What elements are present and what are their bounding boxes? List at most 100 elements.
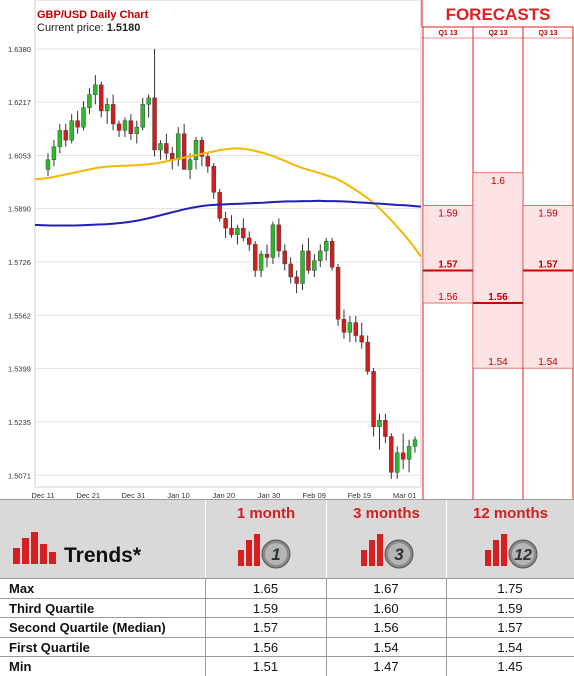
candle-body — [395, 452, 400, 473]
row-label: Third Quartile — [9, 600, 95, 616]
candle-body — [389, 436, 394, 473]
candle-body — [128, 120, 134, 134]
forecast-box: 1.59 1.57 1.56 — [422, 205, 474, 304]
row-value: 1.45 — [497, 659, 523, 675]
candle-body — [146, 97, 151, 105]
candle-body — [223, 218, 228, 229]
price-chart: 1.6380 1.6217 1.6053 1.5890 1.5726 1.5562 1.53… — [0, 0, 574, 500]
horizon-bar-badge-icon: 3 — [361, 534, 414, 569]
candle — [412, 436, 418, 453]
candle — [365, 335, 370, 375]
candle-body — [412, 439, 418, 447]
row-label: Min — [9, 659, 32, 675]
forecast-column-label: Q1 13 — [438, 30, 457, 37]
candle — [57, 123, 63, 154]
row-value: 1.57 — [252, 620, 279, 636]
horizon-bar-badge-icon: 12 — [485, 534, 538, 569]
forecast-low-label: 1.54 — [488, 357, 508, 368]
column-divider — [205, 598, 206, 619]
candle-body — [258, 253, 264, 271]
candle — [252, 241, 258, 277]
candle-body — [383, 420, 388, 437]
candle — [187, 153, 193, 180]
candle — [122, 117, 128, 137]
candle — [164, 133, 169, 160]
candle — [306, 237, 311, 274]
candle-body — [294, 276, 299, 284]
x-tick-label: Jan 10 — [167, 491, 190, 500]
candle — [93, 75, 98, 105]
candle — [282, 244, 287, 271]
candle-body — [371, 371, 376, 427]
candle-body — [288, 263, 293, 278]
candle — [223, 211, 228, 238]
row-value: 1.65 — [252, 581, 279, 596]
y-tick-label: 1.5562 — [8, 311, 31, 320]
candle — [406, 439, 412, 473]
forecast-box: 1.59 1.57 1.54 — [522, 205, 574, 369]
candle-body — [312, 260, 317, 271]
x-tick-label: Jan 30 — [258, 491, 281, 500]
horizon-12-months: 12 months 12 — [446, 500, 574, 578]
short-moving-average-line — [34, 147, 422, 258]
candle-body — [193, 140, 199, 160]
candle-body — [406, 446, 412, 460]
candle-body — [270, 224, 276, 258]
candle-body — [134, 126, 139, 134]
candle — [247, 231, 252, 251]
candle-body — [341, 319, 347, 333]
candle — [116, 120, 122, 137]
row-value: 1.54 — [373, 639, 399, 655]
candle — [199, 136, 205, 167]
trends-bar-icon — [13, 532, 56, 564]
candle — [383, 413, 388, 444]
candle — [371, 368, 376, 437]
candle — [258, 250, 264, 277]
candle — [324, 237, 329, 261]
candle — [75, 110, 80, 134]
row-value: 1.56 — [252, 639, 279, 655]
candle-body — [205, 156, 211, 167]
column-divider — [205, 618, 206, 638]
plot-frame — [34, 0, 422, 488]
column-divider — [446, 579, 447, 599]
x-tick-label: Jan 20 — [213, 491, 236, 500]
forecast-column-label: Q2 13 — [488, 30, 507, 37]
candle-body — [99, 84, 104, 112]
candle-body — [57, 130, 63, 147]
candle-body — [181, 133, 187, 170]
candle — [288, 257, 293, 284]
column-divider — [446, 618, 447, 638]
candle — [87, 88, 92, 115]
forecast-range — [522, 205, 574, 369]
candle — [353, 316, 359, 343]
horizon-label: 12 months — [472, 505, 548, 522]
candle — [318, 244, 323, 268]
candle-body — [400, 452, 406, 460]
candle — [335, 263, 341, 326]
y-tick-label: 1.5235 — [8, 418, 31, 427]
candle-body — [365, 341, 370, 372]
candle-body — [140, 104, 145, 128]
candle-body — [75, 120, 80, 128]
candle-body — [329, 240, 335, 268]
candle — [389, 433, 394, 479]
row-label: Second Quartile (Median) — [9, 620, 166, 636]
candle — [400, 433, 406, 470]
row-value: 1.47 — [373, 659, 399, 675]
candle-body — [300, 250, 305, 284]
candle — [193, 136, 199, 170]
horizon-bar-badge-icon: 1 — [238, 534, 291, 569]
table-row: Max 1.65 1.67 1.75 — [0, 578, 574, 599]
candle-body — [164, 143, 169, 154]
y-tick-label: 1.6053 — [8, 152, 31, 161]
candle-body — [116, 123, 122, 131]
candle-body — [45, 159, 51, 170]
column-divider — [326, 657, 327, 676]
y-tick-label: 1.5726 — [8, 258, 31, 267]
x-tick-label: Feb 19 — [348, 491, 371, 500]
current-price: Current price: 1.5180 — [37, 22, 140, 34]
candle — [241, 218, 246, 242]
horizon-1-month: 1 month 1 — [205, 500, 326, 578]
candle-body — [235, 227, 240, 235]
